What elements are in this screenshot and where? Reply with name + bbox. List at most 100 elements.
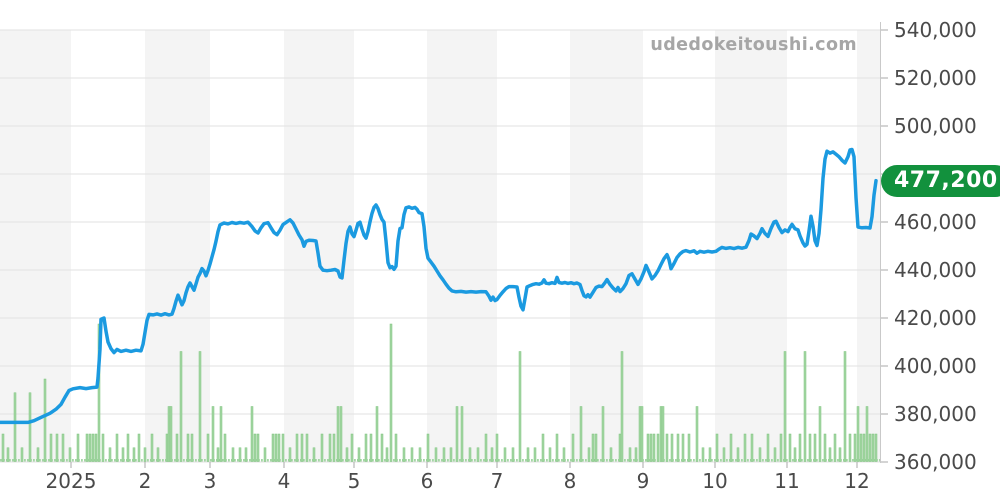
volume-bar [6, 447, 10, 462]
baseline-dot [546, 459, 548, 462]
x-axis-label: 2 [139, 469, 152, 493]
baseline-dot [18, 459, 20, 462]
baseline-dot [189, 459, 191, 462]
volume-bar [36, 447, 40, 462]
volume-bar [68, 447, 72, 462]
baseline-dot [318, 459, 320, 462]
baseline-dot [327, 459, 329, 462]
volume-bar [364, 433, 368, 462]
volume-bar [838, 447, 842, 462]
baseline-dot [771, 459, 773, 462]
baseline-dot [267, 459, 269, 462]
baseline-dot [852, 459, 854, 462]
baseline-dot [570, 459, 572, 462]
baseline-dot [612, 459, 614, 462]
volume-bar [859, 433, 863, 462]
baseline-dot [309, 459, 311, 462]
volume-bar [634, 447, 638, 462]
baseline-dot [540, 459, 542, 462]
baseline-dot [105, 459, 107, 462]
volume-bar [736, 447, 740, 462]
volume-bar [649, 433, 653, 462]
month-stripe [284, 30, 354, 462]
volume-bar [808, 433, 812, 462]
volume-bar [848, 433, 852, 462]
baseline-dot [714, 459, 716, 462]
volume-bar [61, 433, 65, 462]
baseline-dot [399, 459, 401, 462]
volume-bar [186, 433, 190, 462]
volume-bar [722, 447, 726, 462]
baseline-dot [837, 459, 839, 462]
x-axis-label: 8 [564, 469, 577, 493]
baseline-dot [747, 459, 749, 462]
baseline-dot [600, 459, 602, 462]
baseline-dot [66, 459, 68, 462]
baseline-dot [675, 459, 677, 462]
baseline-dot [429, 459, 431, 462]
volume-bar [219, 406, 223, 462]
baseline-dot [705, 459, 707, 462]
baseline-dot [816, 459, 818, 462]
baseline-dot [474, 459, 476, 462]
baseline-dot [756, 459, 758, 462]
baseline-dot [726, 459, 728, 462]
volume-bar [328, 433, 332, 462]
baseline-dot [423, 459, 425, 462]
volume-bar [339, 406, 343, 462]
baseline-dot [378, 459, 380, 462]
volume-bar [288, 447, 292, 462]
volume-bar [132, 447, 136, 462]
baseline-dot [303, 459, 305, 462]
volume-bar [823, 433, 827, 462]
baseline-dot [285, 459, 287, 462]
baseline-dot [441, 459, 443, 462]
volume-bar [206, 433, 210, 462]
volume-bar [88, 433, 92, 462]
volume-bar [562, 447, 566, 462]
volume-bar [526, 447, 530, 462]
volume-bar [687, 433, 691, 462]
x-axis-label: 7 [491, 469, 504, 493]
baseline-dot [501, 459, 503, 462]
volume-bar [620, 351, 624, 462]
baseline-dot [75, 459, 77, 462]
volume-bar [661, 406, 665, 462]
baseline-dot [42, 459, 44, 462]
baseline-dot [822, 459, 824, 462]
baseline-dot [582, 459, 584, 462]
baseline-dot [522, 459, 524, 462]
month-stripe [715, 30, 787, 462]
baseline-dot [438, 459, 440, 462]
baseline-dot [786, 459, 788, 462]
volume-bar [503, 447, 507, 462]
baseline-dot [72, 459, 74, 462]
baseline-dot [879, 459, 881, 462]
volume-bar [833, 433, 837, 462]
baseline-dot [585, 459, 587, 462]
volume-bar [681, 433, 685, 462]
baseline-dot [261, 459, 263, 462]
x-axis-label: 9 [637, 469, 650, 493]
baseline-dot [645, 459, 647, 462]
baseline-dot [12, 459, 14, 462]
volume-bar [758, 447, 762, 462]
volume-bar [410, 447, 414, 462]
volume-bar [137, 433, 141, 462]
volume-bar [468, 447, 472, 462]
volume-bar [175, 433, 179, 462]
x-axis-label: 6 [421, 469, 434, 493]
volume-bar [320, 433, 324, 462]
baseline-dot [9, 459, 11, 462]
baseline-dot [342, 459, 344, 462]
volume-bar [490, 447, 494, 462]
volume-bar [263, 447, 267, 462]
baseline-dot [510, 459, 512, 462]
x-axis-label: 4 [278, 469, 291, 493]
volume-bar [659, 406, 663, 462]
volume-bar [253, 433, 257, 462]
baseline-dot [531, 459, 533, 462]
baseline-dot [417, 459, 419, 462]
baseline-dot [291, 459, 293, 462]
